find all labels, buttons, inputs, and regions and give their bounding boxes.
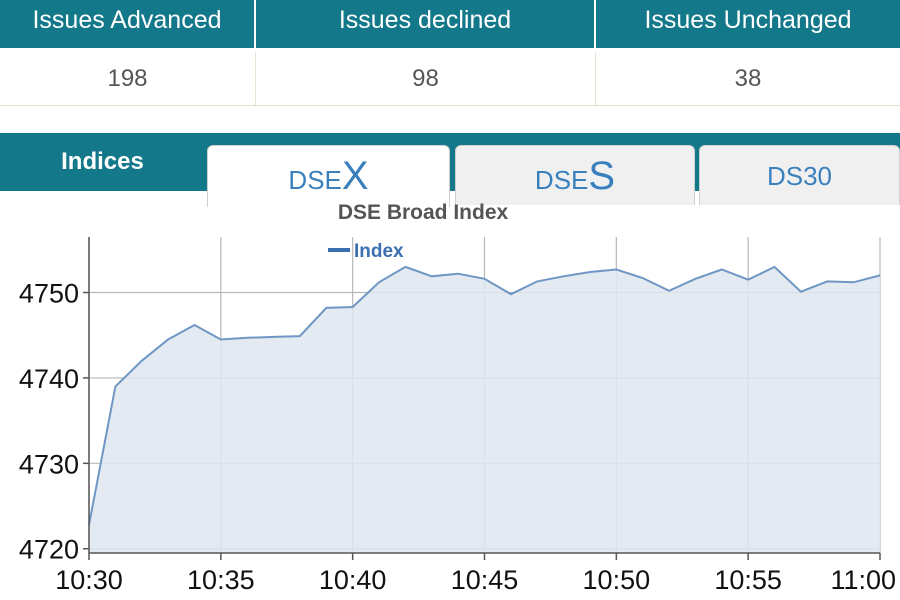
tab-dses-suffix: S (588, 154, 616, 198)
index-area-fill (89, 266, 880, 553)
tab-ds30[interactable]: DS30 (699, 145, 900, 205)
issues-declined-header: Issues declined (256, 0, 596, 48)
tab-dsex-prefix: DSE (288, 165, 342, 195)
x-tick-label: 10:40 (319, 565, 387, 595)
x-tick-label: 10:45 (451, 565, 519, 595)
tab-dsex[interactable]: DSEX (207, 145, 450, 207)
y-tick-label: 4720 (19, 535, 79, 565)
indices-label: Indices (61, 148, 144, 175)
x-tick-label: 11:00 (830, 565, 896, 595)
tab-dsex-suffix: X (341, 154, 369, 198)
x-tick-label: 10:50 (583, 565, 651, 595)
index-line (88, 265, 881, 525)
tab-ds30-label: DS30 (766, 161, 833, 191)
x-tick-label: 10:35 (187, 565, 255, 595)
x-axis-ticks: 10:30 10:35 10:40 10:45 10:50 10:55 11:00 (55, 553, 896, 595)
y-tick-label: 4750 (19, 279, 79, 309)
tab-dses-prefix: DSE (534, 165, 589, 195)
y-tick-label: 4730 (19, 449, 79, 479)
x-tick-label: 10:55 (714, 565, 782, 595)
indices-tab-bar: Indices DSEX DSES DS30 (0, 133, 900, 207)
issues-advanced-value: 198 (0, 52, 256, 106)
tab-dses[interactable]: DSES (455, 145, 695, 205)
issues-declined-value: 98 (256, 52, 596, 106)
chart-title: DSE Broad Index (338, 201, 509, 224)
chart-legend: Index (328, 241, 404, 262)
issues-advanced-header: Issues Advanced (0, 0, 256, 48)
y-axis-ticks: 4720 4730 4740 4750 (19, 279, 89, 565)
issues-unchanged-value: 38 (596, 52, 900, 106)
x-tick-label: 10:30 (55, 565, 123, 595)
issues-unchanged-header: Issues Unchanged (596, 0, 900, 48)
market-stats-table: Issues Advanced Issues declined Issues U… (0, 0, 900, 106)
legend-label-index: Index (354, 241, 404, 262)
y-tick-label: 4740 (19, 364, 79, 394)
